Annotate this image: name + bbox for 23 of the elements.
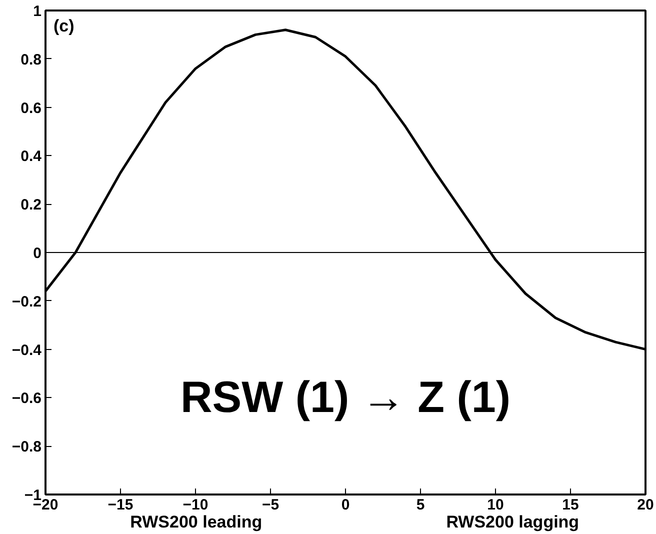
y-tick-label: −0.2 [12,293,42,310]
y-tick-label: −0.6 [12,390,42,408]
x-tick-label: −5 [262,496,280,514]
y-tick-label: 1 [33,3,42,20]
text: RWS200 leading [130,512,262,532]
y-tick-label: 0 [33,245,42,262]
y-tick-label: −0.4 [12,342,42,359]
y-tick-label: 0.6 [20,100,42,117]
y-tick-label: 0.8 [20,51,42,68]
y-tick-label: −1 [24,487,42,504]
x-tick-label: 0 [341,496,350,514]
y-tick-label: −0.8 [12,438,42,456]
x-tick-label: 15 [562,496,579,514]
y-tick-label: 0.4 [20,148,42,166]
x-tick-label: 20 [637,496,654,514]
x-tick-label: −10 [182,496,208,514]
text: RWS200 lagging [446,512,580,532]
annotation: (c) [54,16,74,36]
x-tick-label: 5 [416,496,425,514]
annotation: RSW (1) → Z (1) [180,373,510,422]
x-tick-label: −15 [108,496,134,514]
y-tick-label: 0.2 [20,196,42,214]
x-tick-label: 10 [487,496,504,514]
